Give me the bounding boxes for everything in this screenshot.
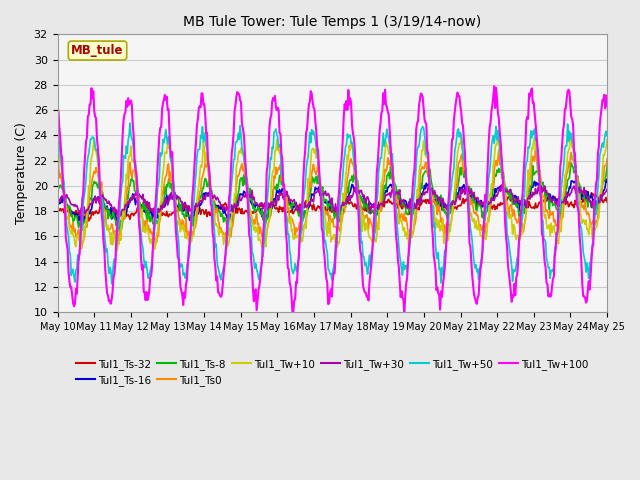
Title: MB Tule Tower: Tule Temps 1 (3/19/14-now): MB Tule Tower: Tule Temps 1 (3/19/14-now… (183, 15, 481, 29)
Y-axis label: Temperature (C): Temperature (C) (15, 122, 28, 224)
Legend: Tul1_Ts-32, Tul1_Ts-16, Tul1_Ts-8, Tul1_Ts0, Tul1_Tw+10, Tul1_Tw+30, Tul1_Tw+50,: Tul1_Ts-32, Tul1_Ts-16, Tul1_Ts-8, Tul1_… (72, 355, 593, 390)
Text: MB_tule: MB_tule (71, 44, 124, 57)
